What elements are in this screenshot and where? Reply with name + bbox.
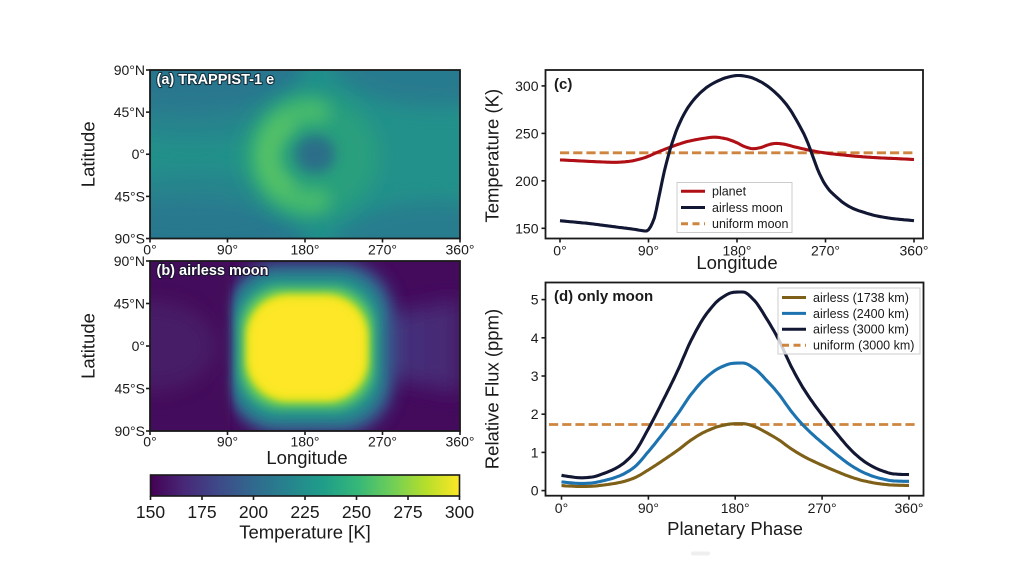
svg-text:200: 200 (239, 502, 268, 522)
svg-text:(a) TRAPPIST-1 e: (a) TRAPPIST-1 e (157, 72, 275, 88)
svg-text:90°S: 90°S (114, 423, 145, 439)
svg-text:360°: 360° (446, 434, 475, 450)
svg-text:0: 0 (531, 483, 539, 499)
svg-text:300: 300 (445, 502, 474, 522)
svg-text:Latitude: Latitude (78, 313, 99, 379)
svg-text:270°: 270° (368, 434, 397, 450)
svg-text:180°: 180° (291, 242, 320, 258)
svg-text:90°S: 90°S (114, 231, 145, 247)
svg-text:3: 3 (531, 368, 539, 384)
svg-text:uniform moon: uniform moon (712, 217, 788, 231)
svg-text:(b) airless moon: (b) airless moon (157, 263, 269, 279)
svg-text:270°: 270° (811, 243, 840, 259)
svg-text:360°: 360° (446, 242, 475, 258)
svg-text:200: 200 (515, 173, 539, 189)
svg-text:45°S: 45°S (114, 381, 145, 397)
svg-text:Latitude: Latitude (78, 121, 99, 187)
svg-text:airless (3000 km): airless (3000 km) (813, 323, 909, 337)
svg-text:360°: 360° (895, 500, 924, 516)
svg-text:90°: 90° (638, 500, 659, 516)
svg-text:Temperature [K]: Temperature [K] (239, 522, 371, 543)
svg-text:Longitude: Longitude (696, 252, 777, 273)
svg-text:airless (1738 km): airless (1738 km) (813, 291, 909, 305)
svg-text:0°: 0° (132, 146, 145, 162)
svg-text:planet: planet (712, 185, 747, 199)
svg-text:(c): (c) (554, 76, 572, 93)
svg-text:5: 5 (531, 292, 539, 308)
svg-text:0°: 0° (143, 242, 156, 258)
svg-text:45°N: 45°N (114, 104, 145, 120)
svg-text:1: 1 (531, 444, 539, 460)
svg-text:150: 150 (136, 502, 165, 522)
svg-text:270°: 270° (368, 242, 397, 258)
svg-text:90°N: 90°N (114, 62, 145, 78)
svg-text:4: 4 (531, 330, 539, 346)
svg-text:270°: 270° (808, 500, 837, 516)
svg-text:175: 175 (187, 502, 216, 522)
svg-text:45°N: 45°N (114, 296, 145, 312)
svg-text:0°: 0° (553, 243, 566, 259)
svg-text:250: 250 (515, 125, 539, 141)
svg-text:250: 250 (342, 502, 371, 522)
svg-text:275: 275 (393, 502, 422, 522)
svg-text:(d) only moon: (d) only moon (554, 288, 653, 305)
svg-text:300: 300 (515, 78, 539, 94)
svg-text:0°: 0° (143, 434, 156, 450)
svg-text:90°: 90° (638, 243, 659, 259)
svg-text:225: 225 (290, 502, 319, 522)
svg-text:150: 150 (515, 220, 539, 236)
svg-text:90°: 90° (217, 242, 238, 258)
svg-text:Relative Flux (ppm): Relative Flux (ppm) (482, 309, 503, 469)
svg-text:180°: 180° (723, 243, 752, 259)
svg-text:uniform (3000 km): uniform (3000 km) (813, 339, 914, 353)
svg-text:Planetary Phase: Planetary Phase (667, 518, 803, 539)
svg-text:airless moon: airless moon (712, 201, 783, 215)
svg-text:airless (2400 km): airless (2400 km) (813, 307, 909, 321)
svg-text:Longitude: Longitude (266, 447, 347, 468)
svg-text:180°: 180° (721, 500, 750, 516)
svg-text:180°: 180° (291, 434, 320, 450)
svg-text:Temperature (K): Temperature (K) (482, 89, 503, 223)
svg-text:360°: 360° (900, 243, 929, 259)
svg-text:90°: 90° (217, 434, 238, 450)
svg-text:2: 2 (531, 406, 539, 422)
svg-text:0°: 0° (555, 500, 568, 516)
svg-text:45°S: 45°S (114, 188, 145, 204)
svg-text:90°N: 90°N (114, 253, 145, 269)
svg-text:0°: 0° (132, 338, 145, 354)
